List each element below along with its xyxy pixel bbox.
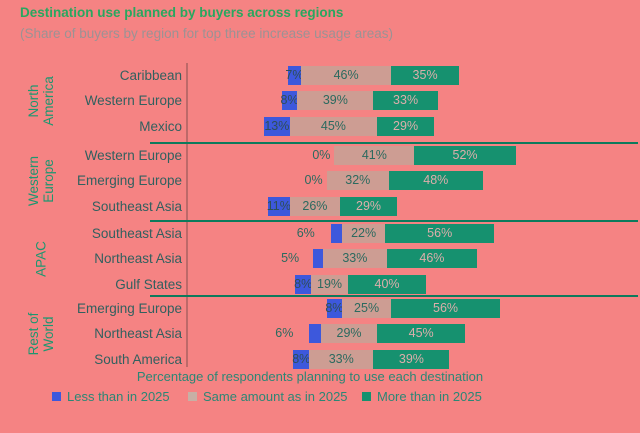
segment-more: 45%	[377, 324, 466, 344]
legend-label-less: Less than in 2025	[67, 388, 170, 404]
segment-more: 46%	[387, 249, 477, 269]
bar-row: Caribbean 7% 46% 35%	[0, 66, 640, 85]
segment-less-label: 6%	[296, 226, 315, 240]
segment-same: 22%	[342, 224, 386, 243]
category-label: Southeast Asia	[91, 198, 182, 214]
category-label: Mexico	[139, 118, 182, 134]
bar-row: Southeast Asia 11% 26% 29%	[0, 196, 640, 216]
segment-same: 33%	[309, 349, 374, 369]
segment-less	[330, 224, 343, 243]
segment-same: 32%	[326, 171, 389, 191]
category-label: Northeast Asia	[94, 251, 182, 267]
segment-less	[309, 324, 321, 344]
segment-same: 33%	[322, 249, 388, 269]
category-label: Western Europe	[84, 148, 182, 163]
bar-row: Northeast Asia 6% 29% 45%	[0, 324, 640, 344]
segment-more: 39%	[373, 349, 450, 369]
category-label: Northeast Asia	[94, 326, 182, 342]
bar-row: Western Europe 0% 41% 52%	[0, 146, 640, 165]
segment-same: 41%	[334, 146, 415, 165]
bar-row: Emerging Europe 0% 32% 48%	[0, 171, 640, 191]
segment-more: 52%	[414, 146, 516, 165]
bar-row: Mexico 13% 45% 29%	[0, 116, 640, 136]
bar-row: Emerging Europe 8% 25% 56%	[0, 299, 640, 318]
segment-less-label: 0%	[304, 173, 323, 188]
legend-swatch-less-icon	[52, 391, 61, 401]
segment-more: 40%	[348, 274, 427, 294]
segment-more: 56%	[390, 299, 501, 318]
segment-less: 13%	[264, 116, 290, 136]
group-separator	[150, 220, 638, 222]
segment-more: 33%	[373, 91, 438, 111]
legend-item-same: Same amount as in 2025	[188, 388, 348, 404]
segment-same: 19%	[311, 274, 349, 294]
segment-less: 8%	[294, 274, 312, 294]
category-label: Emerging Europe	[76, 301, 182, 316]
segment-less-label: 6%	[275, 326, 294, 341]
segment-same: 39%	[297, 91, 374, 111]
category-label: South America	[94, 351, 182, 367]
segment-more: 29%	[377, 116, 434, 136]
segment-less: 7%	[285, 66, 303, 85]
segment-less-label: 5%	[281, 251, 300, 266]
bar-row: Gulf States 8% 19% 40%	[0, 274, 640, 294]
bar-row: Western Europe 8% 39% 33%	[0, 91, 640, 111]
segment-same: 46%	[301, 66, 391, 85]
segment-less: 11%	[267, 196, 291, 216]
category-label: Gulf States	[115, 276, 182, 292]
legend-swatch-more-icon	[362, 391, 371, 401]
category-label: Emerging Europe	[76, 173, 182, 189]
chart-title: Destination use planned by buyers across…	[20, 5, 344, 20]
segment-less: 8%	[325, 299, 343, 318]
legend-item-more: More than in 2025	[362, 388, 482, 404]
chart-subtitle: (Share of buyers by region for top three…	[20, 26, 393, 41]
group-separator	[150, 295, 638, 297]
segment-less: 8%	[281, 91, 299, 111]
group-separator	[150, 142, 638, 144]
category-label: Western Europe	[84, 93, 182, 109]
segment-same: 26%	[289, 196, 341, 216]
category-label: Caribbean	[119, 68, 182, 83]
segment-more: 56%	[385, 224, 495, 243]
segment-more: 29%	[340, 196, 397, 216]
segment-less: 8%	[292, 349, 310, 369]
bar-row: South America 8% 33% 39%	[0, 349, 640, 369]
segment-less-label: 0%	[312, 148, 331, 162]
bar-row: Northeast Asia 5% 33% 46%	[0, 249, 640, 269]
legend-label-same: Same amount as in 2025	[203, 388, 348, 404]
legend-swatch-same-icon	[188, 391, 197, 401]
category-label: Southeast Asia	[91, 226, 182, 241]
segment-same: 25%	[342, 299, 391, 318]
x-axis-label: Percentage of respondents planning to us…	[136, 369, 484, 384]
y-axis-line	[186, 63, 188, 367]
segment-more: 35%	[390, 66, 460, 85]
segment-same: 29%	[320, 324, 378, 344]
segment-same: 45%	[289, 116, 378, 136]
segment-less	[312, 249, 323, 269]
bar-row: Southeast Asia 6% 22% 56%	[0, 224, 640, 243]
legend-label-more: More than in 2025	[377, 388, 482, 404]
legend-item-less: Less than in 2025	[52, 388, 170, 404]
segment-more: 48%	[389, 171, 483, 191]
